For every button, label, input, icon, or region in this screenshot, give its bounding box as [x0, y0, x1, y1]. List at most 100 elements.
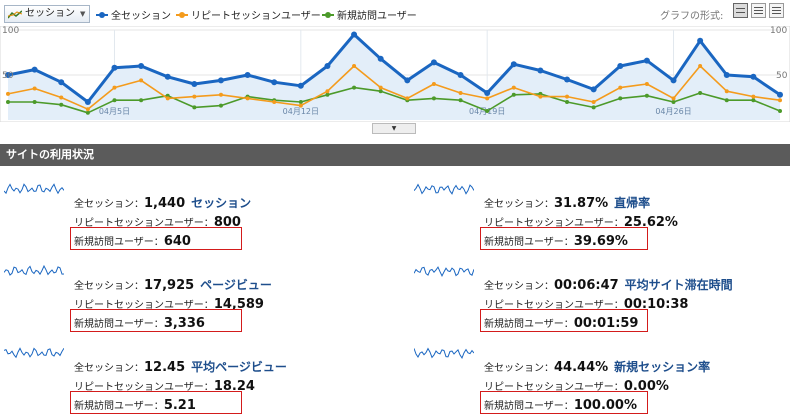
data-point[interactable] [6, 100, 10, 104]
legend-item-repeat-users[interactable]: リピートセッションユーザー [176, 7, 321, 22]
sparkline-icon[interactable] [4, 346, 64, 360]
data-point[interactable] [298, 103, 303, 108]
data-point[interactable] [244, 72, 251, 78]
legend-item-new-visitors[interactable]: 新規訪問ユーザー [322, 7, 417, 22]
data-point[interactable] [218, 92, 223, 97]
graph-format-list-button[interactable] [769, 3, 784, 18]
data-point[interactable] [485, 96, 490, 101]
data-point[interactable] [351, 31, 358, 38]
data-point[interactable] [510, 61, 517, 68]
data-point[interactable] [32, 100, 37, 104]
sparkline-icon[interactable] [414, 346, 474, 360]
metric-name-link[interactable]: ページビュー [200, 278, 272, 292]
metric-name-link[interactable]: 新規セッション率 [614, 360, 711, 374]
data-point[interactable] [484, 90, 491, 96]
sparkline-icon[interactable] [4, 182, 64, 196]
data-point[interactable] [617, 63, 624, 69]
data-point[interactable] [778, 98, 782, 103]
data-point[interactable] [378, 89, 383, 94]
data-point[interactable] [643, 57, 650, 64]
data-point[interactable] [352, 64, 357, 68]
data-point[interactable] [217, 77, 224, 84]
sparkline-icon[interactable] [4, 264, 64, 278]
data-point[interactable] [431, 96, 436, 101]
data-point[interactable] [404, 77, 411, 84]
data-point[interactable] [537, 67, 544, 74]
data-point[interactable] [378, 85, 383, 90]
data-point[interactable] [218, 103, 223, 108]
sparkline-icon[interactable] [414, 182, 474, 196]
data-point[interactable] [671, 96, 676, 101]
data-point[interactable] [112, 98, 117, 103]
data-point[interactable] [84, 99, 91, 105]
data-point[interactable] [297, 82, 304, 89]
data-point[interactable] [5, 72, 11, 78]
data-point[interactable] [377, 55, 384, 62]
data-point[interactable] [618, 96, 623, 101]
data-point[interactable] [85, 110, 90, 115]
data-point[interactable] [458, 98, 463, 103]
data-point[interactable] [538, 94, 543, 99]
data-point[interactable] [724, 98, 729, 103]
data-point[interactable] [272, 100, 277, 104]
data-point[interactable] [751, 98, 756, 103]
data-point[interactable] [85, 107, 90, 112]
graph-format-chart-button[interactable] [733, 3, 748, 18]
data-point[interactable] [564, 76, 571, 83]
data-point[interactable] [591, 100, 596, 104]
data-point[interactable] [430, 59, 437, 66]
data-point[interactable] [591, 105, 596, 110]
data-point[interactable] [138, 63, 145, 69]
data-point[interactable] [325, 89, 330, 94]
data-point[interactable] [6, 91, 10, 96]
expand-chart-button[interactable]: ▼ [372, 123, 416, 134]
data-point[interactable] [458, 91, 463, 95]
data-point[interactable] [485, 109, 490, 113]
data-point[interactable] [324, 63, 331, 69]
data-point[interactable] [670, 77, 677, 84]
metric-name-link[interactable]: 平均ページビュー [191, 360, 287, 374]
data-point[interactable] [618, 85, 623, 90]
data-point[interactable] [298, 100, 303, 104]
data-point[interactable] [59, 102, 64, 107]
data-point[interactable] [777, 91, 783, 98]
data-point[interactable] [698, 91, 703, 95]
data-point[interactable] [511, 85, 516, 90]
data-point[interactable] [192, 105, 197, 110]
data-point[interactable] [191, 81, 198, 87]
data-point[interactable] [271, 79, 278, 86]
data-point[interactable] [431, 82, 436, 86]
metric-name-link[interactable]: 平均サイト滞在時間 [624, 278, 733, 292]
data-point[interactable] [724, 89, 729, 94]
data-point[interactable] [58, 79, 65, 86]
data-point[interactable] [565, 94, 570, 99]
data-point[interactable] [723, 72, 730, 78]
data-point[interactable] [751, 94, 756, 99]
data-point[interactable] [59, 95, 64, 100]
data-point[interactable] [112, 85, 117, 90]
data-point[interactable] [32, 86, 37, 91]
data-point[interactable] [405, 96, 410, 101]
metric-name-link[interactable]: 直帰率 [614, 196, 651, 210]
data-point[interactable] [750, 73, 757, 80]
graph-format-table-button[interactable] [751, 3, 766, 18]
data-point[interactable] [352, 85, 357, 90]
data-point[interactable] [139, 98, 144, 103]
data-point[interactable] [245, 96, 250, 101]
data-point[interactable] [671, 100, 676, 104]
data-point[interactable] [590, 86, 597, 93]
data-point[interactable] [457, 72, 464, 78]
data-point[interactable] [139, 78, 144, 83]
data-point[interactable] [778, 109, 782, 113]
data-point[interactable] [698, 64, 703, 68]
data-point[interactable] [192, 94, 197, 99]
data-point[interactable] [325, 92, 330, 97]
legend-item-all-sessions[interactable]: 全セッション [96, 7, 171, 22]
metric-select[interactable]: セッション ▼ [4, 5, 91, 23]
data-point[interactable] [644, 82, 649, 86]
data-point[interactable] [511, 92, 516, 97]
data-point[interactable] [644, 93, 649, 98]
metric-name-link[interactable]: セッション [191, 196, 252, 210]
data-point[interactable] [565, 100, 570, 104]
data-point[interactable] [165, 96, 170, 101]
